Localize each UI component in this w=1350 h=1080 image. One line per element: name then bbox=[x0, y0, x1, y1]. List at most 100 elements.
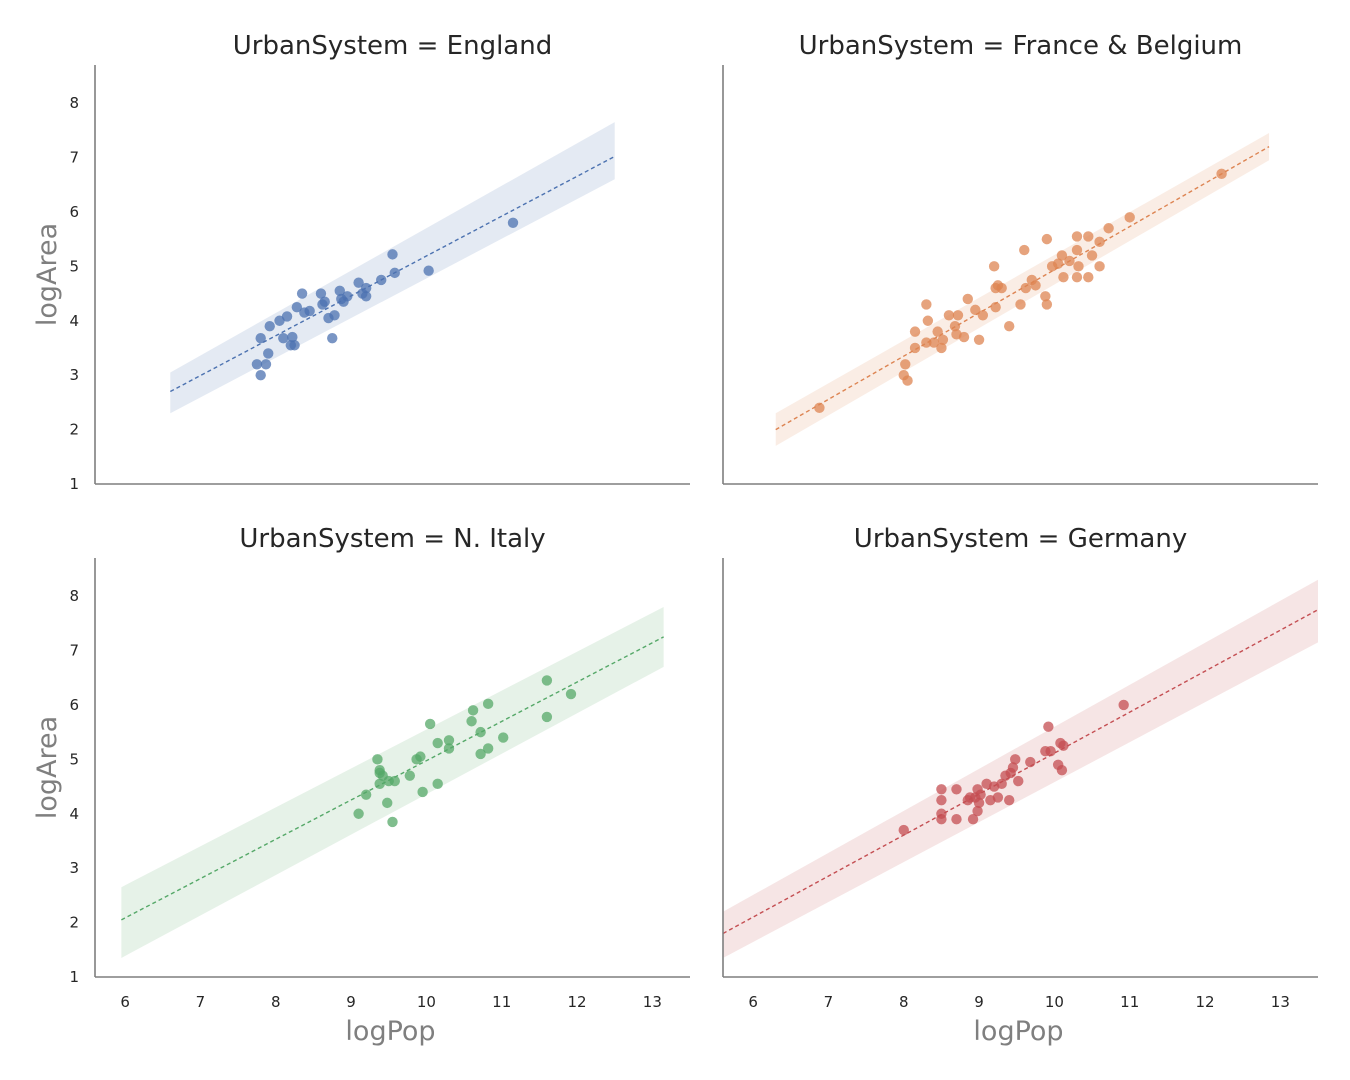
y-tick-label: 1 bbox=[69, 968, 79, 986]
regression-line bbox=[121, 636, 664, 921]
data-point bbox=[424, 718, 436, 730]
data-point bbox=[1052, 258, 1064, 269]
data-point bbox=[1124, 212, 1135, 223]
data-point bbox=[278, 332, 289, 344]
x-tick-label: 13 bbox=[1271, 993, 1290, 1011]
data-point bbox=[475, 748, 486, 760]
regression-line bbox=[775, 146, 1270, 431]
data-point bbox=[360, 282, 372, 294]
data-point bbox=[936, 794, 947, 806]
x-axis-label: logPop bbox=[973, 1016, 1063, 1047]
data-point bbox=[327, 332, 338, 344]
data-point bbox=[304, 305, 315, 317]
panel-1: UrbanSystem = England 1 2 3 4 5 6 7 8 logArea bbox=[32, 31, 690, 493]
data-point bbox=[988, 261, 1000, 272]
data-point bbox=[937, 334, 949, 345]
y-tick-label: 7 bbox=[69, 149, 79, 167]
data-point bbox=[977, 310, 989, 321]
data-point bbox=[1041, 233, 1053, 245]
panel-title: UrbanSystem = France & Belgium bbox=[799, 31, 1243, 61]
x-axis-label: logPop bbox=[345, 1016, 435, 1047]
data-point bbox=[1007, 762, 1019, 773]
data-point bbox=[1094, 261, 1105, 272]
data-point bbox=[443, 743, 455, 754]
data-point bbox=[951, 784, 962, 795]
data-point bbox=[541, 675, 553, 686]
x-tick-label: 9 bbox=[974, 993, 984, 1011]
data-point bbox=[932, 326, 943, 337]
data-point bbox=[251, 359, 263, 370]
data-point bbox=[1004, 794, 1015, 806]
data-point bbox=[296, 288, 308, 299]
confidence-band bbox=[723, 579, 1318, 958]
x-tick-label: 12 bbox=[1195, 993, 1214, 1011]
data-point bbox=[992, 792, 1004, 803]
data-point bbox=[1083, 231, 1094, 242]
data-point bbox=[1010, 754, 1021, 765]
data-point bbox=[389, 267, 400, 279]
y-tick-label: 6 bbox=[69, 203, 79, 221]
y-axis-label: logArea bbox=[32, 223, 63, 326]
data-point bbox=[902, 375, 913, 386]
data-point bbox=[1103, 223, 1114, 234]
data-point bbox=[975, 789, 986, 800]
data-point bbox=[1083, 272, 1094, 283]
data-point bbox=[958, 331, 970, 343]
data-point bbox=[255, 332, 266, 344]
data-point bbox=[951, 813, 962, 825]
data-point bbox=[482, 743, 494, 754]
data-point bbox=[353, 277, 364, 288]
x-tick-label: 10 bbox=[1045, 993, 1064, 1011]
data-point bbox=[996, 778, 1007, 790]
data-point bbox=[360, 789, 372, 800]
data-point bbox=[264, 320, 275, 332]
y-tick-label: 2 bbox=[69, 914, 79, 932]
y-tick-label: 1 bbox=[69, 475, 79, 493]
data-point bbox=[1004, 320, 1015, 332]
data-point bbox=[943, 310, 955, 321]
x-tick-label: 7 bbox=[196, 993, 206, 1011]
y-tick-label: 3 bbox=[69, 859, 79, 877]
data-point bbox=[443, 735, 455, 746]
y-tick-label: 5 bbox=[69, 750, 79, 768]
data-point bbox=[1118, 699, 1129, 711]
data-point bbox=[466, 716, 477, 727]
x-tick-label: 8 bbox=[899, 993, 909, 1011]
data-point bbox=[417, 786, 428, 798]
data-point bbox=[1015, 299, 1026, 310]
data-point bbox=[329, 310, 340, 321]
y-axis-label: logArea bbox=[32, 716, 63, 819]
x-tick-label: 6 bbox=[748, 993, 758, 1011]
data-point bbox=[814, 402, 825, 414]
data-point bbox=[973, 797, 985, 809]
data-point bbox=[949, 320, 961, 332]
x-tick-label: 12 bbox=[567, 993, 586, 1011]
data-point bbox=[423, 265, 434, 276]
data-point bbox=[498, 732, 509, 743]
data-point bbox=[1045, 745, 1056, 757]
data-point bbox=[372, 754, 383, 765]
data-point bbox=[342, 291, 353, 302]
panel-title: UrbanSystem = England bbox=[233, 31, 552, 61]
y-tick-label: 8 bbox=[69, 587, 79, 605]
data-point bbox=[387, 249, 398, 260]
y-tick-label: 2 bbox=[69, 421, 79, 439]
x-tick-label: 10 bbox=[417, 993, 436, 1011]
data-point bbox=[475, 726, 486, 738]
data-point bbox=[1086, 250, 1098, 261]
confidence-band bbox=[170, 122, 615, 414]
data-point bbox=[1064, 255, 1075, 267]
data-point bbox=[289, 340, 300, 351]
data-point bbox=[263, 348, 274, 359]
data-point bbox=[541, 711, 553, 723]
y-tick-label: 7 bbox=[69, 642, 79, 660]
data-point bbox=[565, 688, 577, 700]
data-point bbox=[281, 311, 293, 322]
regression-line bbox=[722, 609, 1319, 935]
x-tick-label: 7 bbox=[824, 993, 834, 1011]
data-point bbox=[274, 315, 285, 326]
data-point bbox=[287, 331, 298, 343]
data-point bbox=[1013, 775, 1024, 787]
data-point bbox=[921, 337, 932, 348]
